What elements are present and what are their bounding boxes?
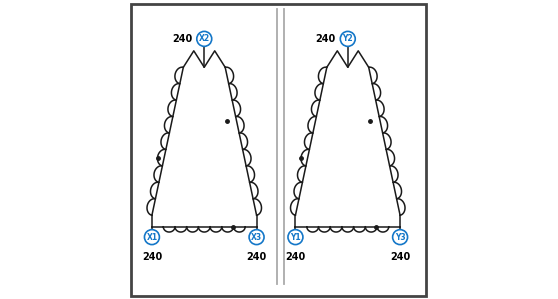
- Circle shape: [340, 31, 355, 46]
- Text: 240: 240: [390, 252, 410, 262]
- Text: Y3: Y3: [395, 233, 406, 242]
- Text: Y2: Y2: [343, 34, 353, 43]
- Text: 240: 240: [316, 34, 336, 44]
- Text: 240: 240: [247, 252, 267, 262]
- Text: 240: 240: [172, 34, 193, 44]
- Text: X1: X1: [146, 233, 157, 242]
- Text: X3: X3: [251, 233, 262, 242]
- Circle shape: [288, 230, 303, 245]
- Text: X2: X2: [199, 34, 210, 43]
- Text: Y1: Y1: [290, 233, 301, 242]
- Circle shape: [393, 230, 407, 245]
- Circle shape: [145, 230, 160, 245]
- Circle shape: [249, 230, 264, 245]
- Circle shape: [197, 31, 211, 46]
- Text: 240: 240: [285, 252, 306, 262]
- Text: 240: 240: [142, 252, 162, 262]
